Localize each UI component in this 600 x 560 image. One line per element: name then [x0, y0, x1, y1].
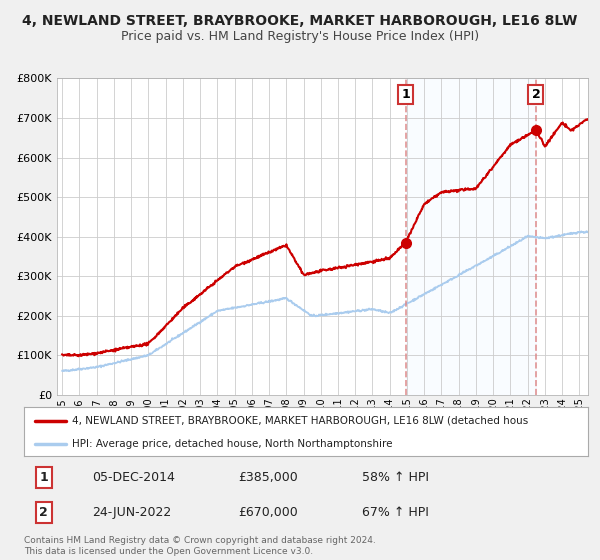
Text: Contains HM Land Registry data © Crown copyright and database right 2024.
This d: Contains HM Land Registry data © Crown c…	[24, 536, 376, 556]
Text: 05-DEC-2014: 05-DEC-2014	[92, 471, 175, 484]
Text: Price paid vs. HM Land Registry's House Price Index (HPI): Price paid vs. HM Land Registry's House …	[121, 30, 479, 43]
Text: 1: 1	[401, 88, 410, 101]
Text: 2: 2	[532, 88, 541, 101]
Text: £670,000: £670,000	[238, 506, 298, 519]
Text: 24-JUN-2022: 24-JUN-2022	[92, 506, 171, 519]
Bar	[406, 78, 536, 395]
Text: 67% ↑ HPI: 67% ↑ HPI	[362, 506, 429, 519]
Text: 58% ↑ HPI: 58% ↑ HPI	[362, 471, 430, 484]
Text: 2: 2	[40, 506, 48, 519]
Text: HPI: Average price, detached house, North Northamptonshire: HPI: Average price, detached house, Nort…	[72, 439, 392, 449]
Text: £385,000: £385,000	[238, 471, 298, 484]
Text: 4, NEWLAND STREET, BRAYBROOKE, MARKET HARBOROUGH, LE16 8LW: 4, NEWLAND STREET, BRAYBROOKE, MARKET HA…	[22, 14, 578, 28]
Text: 4, NEWLAND STREET, BRAYBROOKE, MARKET HARBOROUGH, LE16 8LW (detached hous: 4, NEWLAND STREET, BRAYBROOKE, MARKET HA…	[72, 416, 528, 426]
Text: 1: 1	[40, 471, 48, 484]
